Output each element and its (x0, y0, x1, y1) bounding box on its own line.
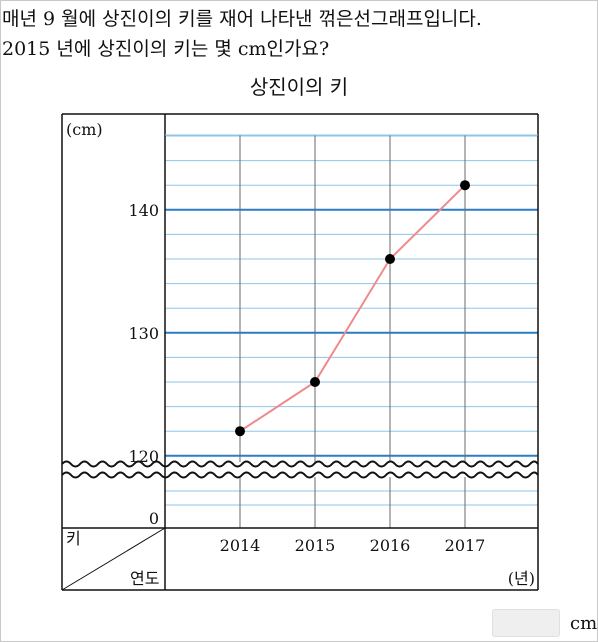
corner-row-label: 키 (66, 529, 81, 548)
y-tick-label-0: 0 (149, 509, 159, 528)
data-point-2017 (460, 180, 470, 191)
answer-input[interactable] (492, 609, 560, 637)
axis-break-wave-bottom (61, 471, 539, 479)
y-tick-label-120: 120 (128, 447, 159, 466)
data-point-2016 (385, 254, 395, 264)
axis-break-wave-top (61, 460, 539, 468)
x-tick-label-2017: 2017 (445, 536, 486, 555)
question-text: 매년 9 월에 상진이의 키를 재어 나타낸 꺾은선그래프입니다. 2015 년… (2, 4, 596, 64)
question-line-1: 매년 9 월에 상진이의 키를 재어 나타낸 꺾은선그래프입니다. (2, 8, 482, 30)
data-point-2015 (310, 377, 320, 387)
x-tick-label-2014: 2014 (220, 536, 261, 555)
answer-unit: cm (570, 613, 598, 634)
data-series (235, 180, 470, 437)
x-unit-label: (년) (508, 569, 535, 588)
question-line-2: 2015 년에 상진이의 키는 몇 cm인가요? (2, 38, 330, 60)
chart-title: 상진이의 키 (250, 75, 348, 99)
axis-break (61, 460, 539, 479)
y-tick-label-130: 130 (128, 324, 159, 343)
y-tick-label-140: 140 (128, 201, 159, 220)
chart-labels: 상진이의 키 (cm) 0 120 130 140 2014 2015 2016 2017 키연도 (… (66, 75, 535, 588)
y-unit-label: (cm) (66, 120, 103, 139)
data-point-2014 (235, 426, 245, 437)
x-tick-label-2015: 2015 (295, 536, 336, 555)
series-line (239, 184, 466, 433)
corner-diagonal (61, 527, 166, 591)
x-tick-label-2016: 2016 (370, 536, 411, 555)
chart-frame (61, 113, 539, 591)
corner-col-label: 연도 (130, 569, 159, 588)
